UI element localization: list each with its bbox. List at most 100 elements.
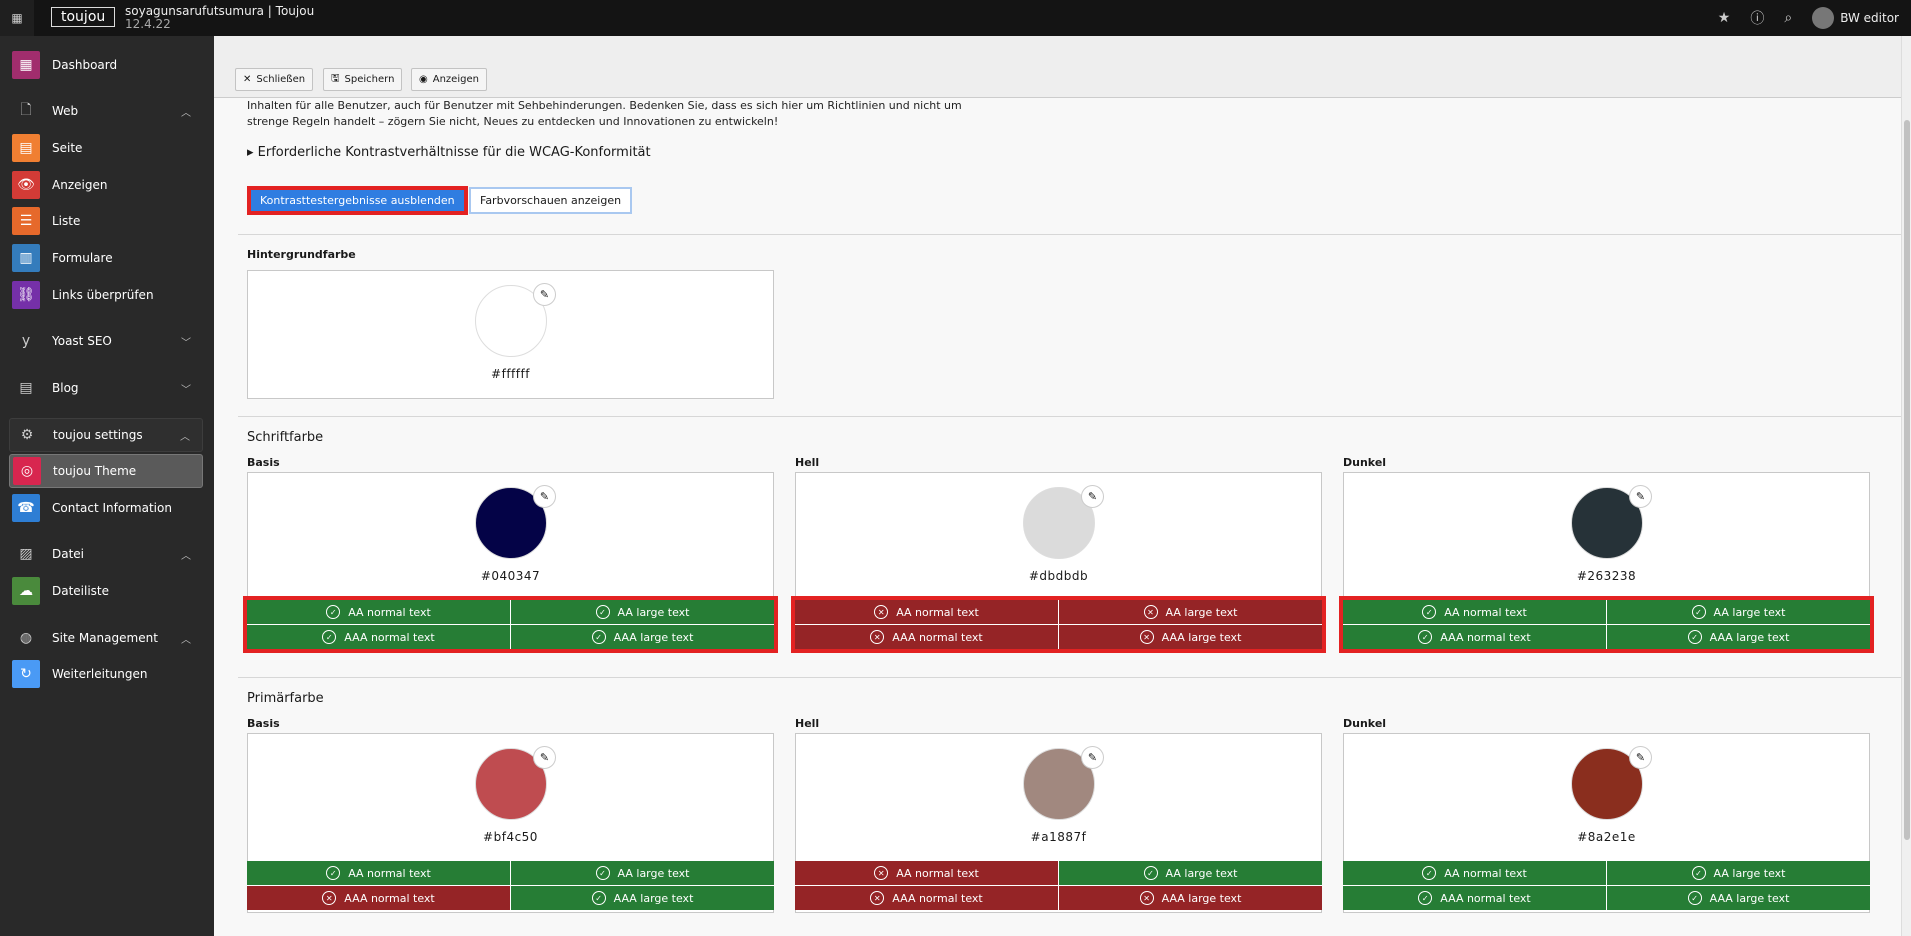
wcag-details-toggle[interactable]: ▸ Erforderliche Kontrastverhältnisse für…: [247, 145, 651, 160]
swatch-label: Hell: [795, 717, 820, 730]
sidebar-item-dateiliste[interactable]: ☁ Dateiliste: [9, 574, 203, 608]
contrast-results: ✓ AA normal text ✓ AA large text ✓ AAA normal…: [1343, 861, 1870, 910]
chevron-up-icon[interactable]: ︿: [181, 634, 191, 646]
show-color-previews-button[interactable]: Farbvorschauen anzeigen: [469, 187, 633, 214]
save-icon: 🖫: [331, 73, 340, 84]
sidebar-item-label: Anzeigen: [52, 178, 108, 192]
sidebar-item-anzeigen[interactable]: 👁 Anzeigen: [9, 168, 203, 202]
scrollbar[interactable]: [1901, 36, 1911, 936]
contrast-result-pass: ✓ AAA large text: [511, 625, 774, 649]
result-label: AAA large text: [1161, 891, 1242, 905]
contrast-result-pass: ✓ AA normal text: [247, 861, 510, 885]
eyedropper-icon[interactable]: ✎: [1629, 485, 1652, 508]
contrast-result-fail: ✕ AAA normal text: [795, 625, 1058, 649]
result-label: AAA normal text: [892, 630, 983, 644]
swatch-label: Dunkel: [1343, 717, 1387, 730]
sidebar-item-label: Yoast SEO: [52, 334, 112, 348]
intro-line: strenge Regeln handelt – zögern Sie nich…: [247, 115, 779, 128]
eyedropper-icon[interactable]: ✎: [533, 746, 556, 769]
section-title: Primärfarbe: [247, 691, 324, 706]
sidebar-item-links-berpr-fen[interactable]: ⛓ Links überprüfen: [9, 278, 203, 312]
sidebar-item-yoast-seo[interactable]: y Yoast SEO ﹀: [9, 324, 203, 358]
sidebar-item-datei[interactable]: ▨ Datei ︿: [9, 537, 203, 571]
save-button[interactable]: 🖫 Speichern: [323, 68, 403, 91]
sidebar-item-web[interactable]: 🗋 Web ︿: [9, 94, 203, 128]
check-circle-icon: ✓: [326, 866, 341, 880]
check-circle-icon: ✓: [1422, 866, 1437, 880]
result-label: AA large text: [1713, 605, 1786, 619]
contrast-result-pass: ✓ AA large text: [1607, 861, 1870, 885]
module-icon: ⛓: [12, 281, 40, 309]
sidebar-item-label: Web: [52, 104, 79, 118]
eyedropper-icon[interactable]: ✎: [1081, 746, 1104, 769]
chevron-up-icon[interactable]: ︿: [180, 431, 190, 443]
color-hex: #ffffff: [491, 367, 530, 381]
result-label: AAA normal text: [1440, 630, 1531, 644]
chevron-up-icon[interactable]: ︿: [181, 550, 191, 562]
sidebar-item-label: Links überprüfen: [52, 288, 154, 302]
sidebar-item-toujou-theme[interactable]: ◎ toujou Theme: [9, 454, 203, 488]
view-button[interactable]: ◉ Anzeigen: [411, 68, 487, 91]
color-card: ✎ #bf4c50 ✓ AA normal text ✓ AA large text ✕…: [247, 733, 774, 913]
result-label: AAA large text: [1709, 630, 1790, 644]
module-icon: ◎: [13, 457, 41, 485]
sidebar-item-seite[interactable]: ▤ Seite: [9, 131, 203, 165]
contrast-result-pass: ✓ AAA normal text: [1343, 886, 1606, 910]
result-label: AAA normal text: [1440, 891, 1531, 905]
module-icon: 👁: [12, 171, 40, 199]
contrast-result-pass: ✓ AA normal text: [247, 600, 510, 624]
help-icon[interactable]: ⓘ: [1750, 11, 1765, 27]
intro-line: Inhalten für alle Benutzer, auch für Ben…: [247, 99, 962, 112]
contrast-result-pass: ✓ AAA large text: [511, 886, 774, 910]
swatch-label: Dunkel: [1343, 456, 1387, 469]
x-circle-icon: ✕: [870, 630, 885, 644]
eyedropper-icon[interactable]: ✎: [533, 485, 556, 508]
apps-grid-icon[interactable]: ▦: [0, 0, 34, 36]
contrast-results: ✕ AA normal text ✓ AA large text ✕ AAA normal…: [795, 861, 1322, 910]
x-circle-icon: ✕: [874, 605, 889, 619]
contrast-results: ✓ AA normal text ✓ AA large text ✕ AAA normal…: [247, 861, 774, 910]
close-button[interactable]: ✕ Schließen: [235, 68, 314, 91]
sidebar-item-toujou-settings[interactable]: ⚙ toujou settings ︿: [9, 418, 203, 452]
logo[interactable]: toujou: [51, 7, 116, 27]
scrollbar-thumb[interactable]: [1904, 120, 1910, 840]
sidebar-item-dashboard[interactable]: ▦ Dashboard: [9, 48, 203, 82]
module-icon: ▨: [19, 546, 33, 562]
sidebar-item-liste[interactable]: ☰ Liste: [9, 204, 203, 238]
swatch-label: Basis: [247, 717, 280, 730]
check-circle-icon: ✓: [322, 630, 337, 644]
chevron-down-icon[interactable]: ﹀: [181, 384, 191, 396]
sidebar-item-formulare[interactable]: ▥ Formulare: [9, 241, 203, 275]
check-circle-icon: ✓: [326, 605, 341, 619]
result-label: AA large text: [1165, 866, 1238, 880]
user-menu[interactable]: BW editor: [1812, 7, 1899, 29]
result-label: AA large text: [617, 866, 690, 880]
contrast-result-fail: ✕ AAA normal text: [247, 886, 510, 910]
sidebar: ▦ Dashboard 🗋 Web ︿ ▤ Seite 👁 Anzeigen ☰ Liste ▥ For…: [0, 36, 214, 936]
eyedropper-icon[interactable]: ✎: [533, 283, 556, 306]
module-icon: ⚙: [20, 427, 34, 443]
star-icon[interactable]: ★: [1717, 10, 1731, 26]
eyedropper-icon[interactable]: ✎: [1629, 746, 1652, 769]
chevron-down-icon[interactable]: ﹀: [181, 337, 191, 349]
eyedropper-icon[interactable]: ✎: [1081, 485, 1104, 508]
sidebar-item-blog[interactable]: ▤ Blog ﹀: [9, 371, 203, 405]
sidebar-item-weiterleitungen[interactable]: ↻ Weiterleitungen: [9, 657, 203, 691]
view-label: Anzeigen: [432, 74, 479, 85]
sidebar-item-label: toujou settings: [53, 428, 143, 442]
check-circle-icon: ✓: [1687, 630, 1702, 644]
result-label: AAA large text: [1709, 891, 1790, 905]
sidebar-item-contact-information[interactable]: ☎ Contact Information: [9, 491, 203, 525]
contrast-result-pass: ✓ AAA normal text: [247, 625, 510, 649]
module-icon: ☰: [12, 207, 40, 235]
chevron-up-icon[interactable]: ︿: [181, 107, 191, 119]
hide-contrast-results-button[interactable]: Kontrasttestergebnisse ausblenden: [247, 186, 468, 215]
result-label: AA normal text: [348, 866, 431, 880]
version: 12.4.22: [125, 17, 171, 31]
result-label: AAA large text: [613, 630, 694, 644]
search-icon[interactable]: ⌕: [1784, 10, 1793, 26]
check-circle-icon: ✓: [1687, 891, 1702, 905]
color-hex: #bf4c50: [483, 830, 538, 844]
sidebar-item-site-management[interactable]: ◍ Site Management ︿: [9, 621, 203, 655]
result-label: AA normal text: [896, 605, 979, 619]
